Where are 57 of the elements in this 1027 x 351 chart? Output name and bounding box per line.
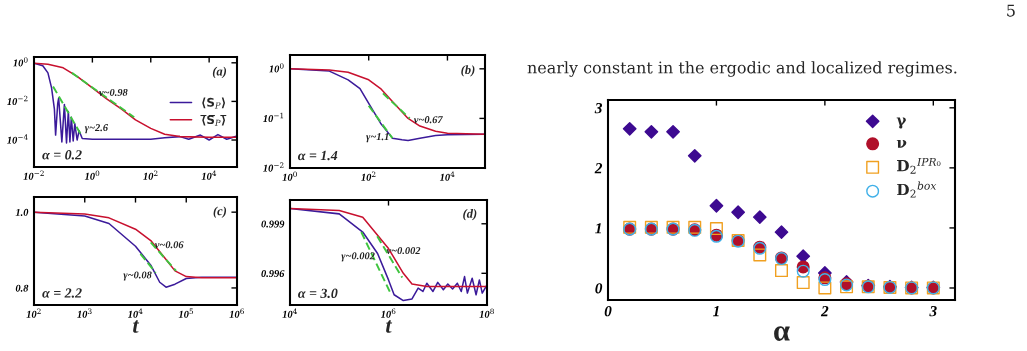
x-tick-label: 0 xyxy=(604,306,612,317)
annotation: α = 3.0 xyxy=(298,288,338,299)
annotation: γ~1.1 xyxy=(366,133,389,143)
annotation: ν~0.67 xyxy=(413,116,443,124)
y-tick-label: 10$^{0}$ xyxy=(269,63,284,73)
legend-label: D$_{2}$$^{IPR₀}$ xyxy=(897,157,941,174)
y-tick-label: 1.0 xyxy=(15,208,29,216)
x-tick-label: 10$^{6}$ xyxy=(229,308,244,318)
y-tick-label: 3 xyxy=(594,102,603,114)
x-tick-label: 10$^{6}$ xyxy=(380,308,396,318)
legend-label: ⟨̅S̅$_{P}$⟩̅ xyxy=(200,114,227,126)
y-tick-label: 0.999 xyxy=(261,220,285,228)
x-tick-label: 10$^{4}$ xyxy=(201,170,217,180)
x-tick-label: 10$^{−2}$ xyxy=(23,170,44,180)
x-tick-label: 10$^{5}$ xyxy=(178,308,194,318)
x-axis-title: α xyxy=(774,326,790,341)
annotation: (c) xyxy=(213,206,227,218)
x-tick-label: 10$^{4}$ xyxy=(282,308,298,318)
x-tick-label: 3 xyxy=(929,306,937,317)
legend-label: D$_{2}$$^{box}$ xyxy=(897,181,937,198)
annotation: γ~2.6 xyxy=(84,124,109,134)
x-tick-label: 10$^{0}$ xyxy=(282,171,297,181)
y-tick-label: 0 xyxy=(595,283,603,294)
x-tick-label: 10$^{4}$ xyxy=(439,171,455,181)
annotation: γ~0.08 xyxy=(123,271,152,281)
y-tick-label: 0.996 xyxy=(261,269,285,278)
annotation: α = 1.4 xyxy=(297,150,338,161)
legend-label: γ xyxy=(896,117,906,129)
y-tick-label: 10$^{−2}$ xyxy=(263,162,284,172)
x-tick-label: 10$^{0}$ xyxy=(84,170,100,180)
legend-label: ⟨S$_{P}$⟩ xyxy=(202,97,226,109)
annotation: (d) xyxy=(463,209,477,221)
x-axis-title: t xyxy=(386,320,393,333)
annotation: α = 2.2 xyxy=(42,288,82,298)
x-tick-label: 10$^{8}$ xyxy=(479,308,494,318)
x-tick-label: 10$^{3}$ xyxy=(77,308,92,318)
y-tick-label: 10$^{0}$ xyxy=(13,57,28,67)
x-tick-label: 10$^{2}$ xyxy=(26,308,41,318)
text: 5 xyxy=(1007,4,1015,17)
annotation: ν~0.06 xyxy=(154,241,184,249)
x-tick-label: 10$^{2}$ xyxy=(143,170,158,180)
y-tick-label: 1 xyxy=(595,223,601,234)
x-tick-label: 10$^{2}$ xyxy=(361,171,376,181)
annotation: α = 0.2 xyxy=(42,150,82,160)
y-tick-label: 10$^{−2}$ xyxy=(7,95,28,106)
y-tick-label: 10$^{−1}$ xyxy=(263,112,284,123)
y-tick-label: 0.8 xyxy=(15,284,29,292)
legend-label: ν xyxy=(896,139,907,148)
y-tick-label: 10$^{−4}$ xyxy=(7,134,28,144)
annotation: ν~0.98 xyxy=(99,88,128,96)
x-tick-label: 2 xyxy=(820,306,829,317)
annotation: (b) xyxy=(461,65,475,77)
x-tick-label: 10$^{4}$ xyxy=(127,308,143,318)
x-tick-label: 1 xyxy=(712,306,719,317)
text: nearly constant in the ergodic and localized regimes. xyxy=(527,61,957,77)
x-axis-title: t xyxy=(133,320,140,333)
annotation: (a) xyxy=(212,66,227,79)
